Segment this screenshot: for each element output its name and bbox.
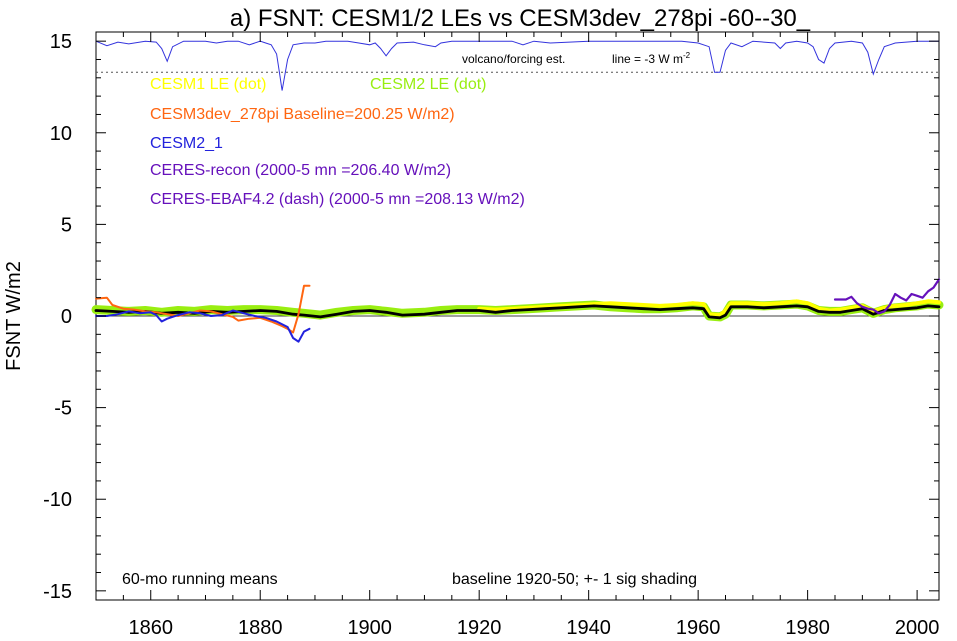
line-note-superscript: -2 [683,51,691,60]
legend-ceres-recon: CERES-recon (2000-5 mn =206.40 W/m2) [150,162,451,179]
x-tick-label: 2000 [895,617,940,639]
legend-cesm2-1: CESM2_1 [150,135,223,152]
series-line-cesm2-ensemble-mean [94,304,941,320]
y-tick-label: 15 [50,31,72,53]
series-line-ceres-recon [833,278,941,315]
series-line-cesm2-1 [95,309,311,343]
x-tick-label: 1980 [785,617,830,639]
legend-cesm2-le: CESM2 LE (dot) [370,76,486,93]
chart-title: a) FSNT: CESM1/2 LEs vs CESM3dev_278pi -… [230,5,811,32]
x-tick-label: 1960 [676,617,721,639]
y-tick-label: -10 [43,489,72,511]
series-layer [91,40,944,343]
legend-cesm1-le: CESM1 LE (dot) [150,76,266,93]
legend-ceres-ebaf: CERES-EBAF4.2 (dash) (2000-5 mn =208.13 … [150,191,525,208]
volcano-forcing-line [95,40,939,91]
x-tick-label: 1880 [238,617,283,639]
x-tick-label: 1920 [457,617,502,639]
volcano-annotation: volcano/forcing est. [462,52,565,66]
line-note-text: line = -3 W m [612,52,683,66]
y-tick-label: 10 [50,123,72,145]
y-tick-label: 5 [61,214,72,236]
y-tick-label: 0 [61,306,72,328]
y-tick-label: -15 [43,581,72,603]
legend-cesm3dev: CESM3dev_278pi Baseline=200.25 W/m2) [150,106,455,123]
y-tick-label: -5 [54,398,72,420]
line-note: line = -3 W m-2 [612,51,691,66]
x-tick-label: 1860 [128,617,173,639]
x-tick-label: 1940 [566,617,611,639]
axis-layer: 1860 1880 1900 1920 1940 1960 1980 2000 -15 -10 -5… [43,31,939,639]
y-axis-label: FSNT W/m2 [3,261,25,371]
running-means-note: 60-mo running means [122,571,278,588]
baseline-note: baseline 1920-50; +- 1 sig shading [452,571,697,588]
x-tick-label: 1900 [347,617,392,639]
